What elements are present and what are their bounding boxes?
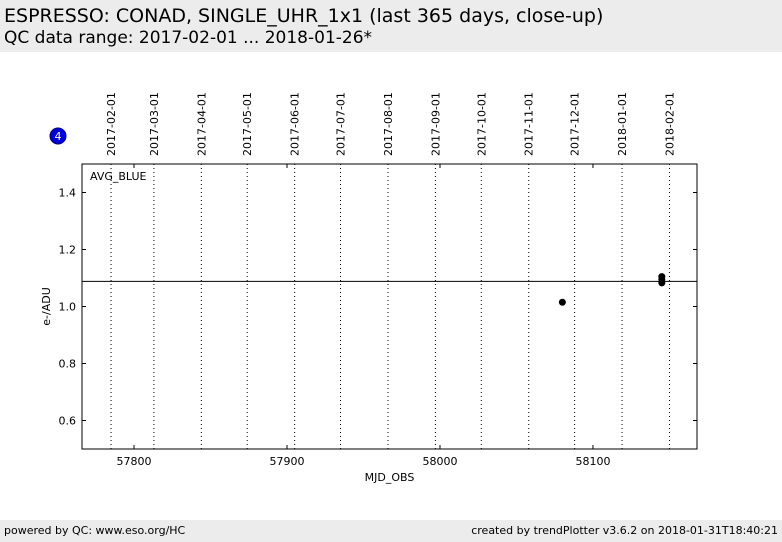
x-tick-label: 57800 bbox=[117, 455, 152, 468]
date-label: 2017-08-01 bbox=[382, 92, 395, 156]
date-label: 2017-10-01 bbox=[475, 92, 488, 156]
date-label: 2018-02-01 bbox=[663, 92, 676, 156]
y-tick-label: 1.2 bbox=[59, 244, 77, 257]
title: ESPRESSO: CONAD, SINGLE_UHR_1x1 (last 36… bbox=[4, 5, 604, 27]
date-label: 2017-02-01 bbox=[105, 92, 118, 156]
point bbox=[558, 298, 566, 306]
date-label: 2017-09-01 bbox=[429, 92, 442, 156]
badge-circle bbox=[49, 127, 67, 145]
x-axis-label: MJD_OBS bbox=[365, 471, 415, 484]
x-tick-label: 58100 bbox=[575, 455, 610, 468]
plot-area bbox=[81, 163, 698, 450]
footer-left: powered by QC: www.eso.org/HC bbox=[4, 524, 186, 537]
badge: 4 bbox=[55, 130, 62, 143]
date-label: 2017-03-01 bbox=[148, 92, 161, 156]
date-label: 2017-06-01 bbox=[289, 92, 302, 156]
y-tick-label: 0.8 bbox=[59, 358, 77, 371]
panel-label: AVG_BLUE bbox=[90, 170, 147, 183]
x-tick-label: 57900 bbox=[270, 455, 305, 468]
date-label: 2017-07-01 bbox=[335, 92, 348, 156]
x-tick-label: 58000 bbox=[422, 455, 457, 468]
y-tick-label: 1.4 bbox=[59, 187, 77, 200]
header: ESPRESSO: CONAD, SINGLE_UHR_1x1 (last 36… bbox=[0, 0, 782, 52]
date-label: 2017-12-01 bbox=[569, 92, 582, 156]
point bbox=[658, 279, 666, 287]
chart: 2017-02-01 2017-03-01 2017-04-01 2017-05-01… bbox=[40, 92, 698, 484]
date-label: 2018-01-01 bbox=[616, 92, 629, 156]
date-label: 2017-05-01 bbox=[241, 92, 254, 156]
date-label: 2017-04-01 bbox=[195, 92, 208, 156]
y-tick-label: 1.0 bbox=[59, 301, 77, 314]
y-tick-label: 0.6 bbox=[59, 415, 77, 428]
footer: powered by QC: www.eso.org/HC created by… bbox=[0, 520, 782, 542]
subtitle: QC data range: 2017-02-01 ... 2018-01-26… bbox=[4, 28, 373, 48]
footer-right: created by trendPlotter v3.6.2 on 2018-0… bbox=[471, 524, 778, 537]
y-axis-label: e-/ADU bbox=[40, 287, 53, 326]
date-label: 2017-11-01 bbox=[523, 92, 536, 156]
